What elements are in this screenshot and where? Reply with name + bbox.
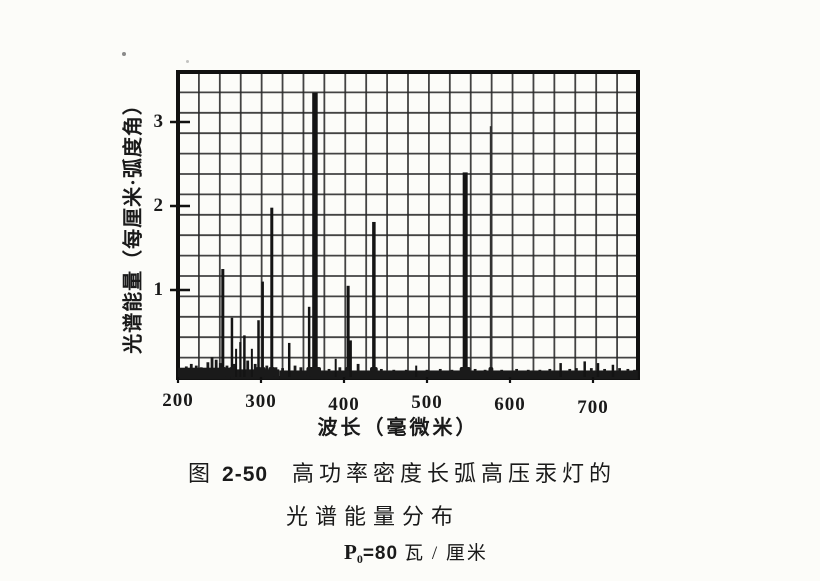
baseline-bump	[274, 367, 278, 377]
spectral-line-297nm	[257, 320, 260, 377]
baseline-bump	[626, 368, 630, 377]
x-axis-title: 波长（毫微米）	[317, 417, 479, 439]
figure-parameter-line: P0=80 瓦 / 厘米	[344, 538, 488, 567]
parameter-symbol: P	[344, 540, 357, 564]
baseline-bump	[438, 368, 442, 377]
baseline-bump	[338, 367, 342, 377]
y-axis-title: 光谱能量（每厘米·弧度角）	[122, 94, 145, 354]
spectral-line-577nm	[489, 126, 493, 377]
baseline-bump	[206, 362, 210, 377]
baseline-bump	[246, 360, 250, 377]
spectral-line-base-blob	[259, 367, 266, 377]
spectral-line-270nm	[235, 348, 238, 377]
baseline-bump	[253, 363, 257, 377]
y-tick-label-1: 1	[153, 279, 164, 300]
baseline-bump	[575, 368, 578, 377]
spectral-line-base-blob	[308, 367, 321, 377]
spectral-line-334nm	[287, 342, 291, 377]
spectral-line-313nm	[270, 207, 274, 377]
baseline-bump	[214, 359, 218, 377]
baseline-bump	[379, 368, 383, 377]
figure-label: 图	[188, 461, 211, 486]
spectral-line-265nm	[230, 317, 234, 377]
baseline-bump	[210, 357, 214, 377]
spectral-line-302nm	[261, 281, 264, 377]
baseline-bump	[299, 367, 303, 377]
scan-noise-speck	[186, 60, 189, 63]
x-tick-label-200: 200	[162, 390, 194, 411]
baseline-bump	[618, 368, 621, 377]
baseline-bump	[327, 368, 331, 377]
spectral-line-358nm	[307, 306, 311, 377]
parameter-subscript: 0	[356, 552, 363, 566]
spectrum-chart	[170, 70, 640, 383]
spectral-line-254nm	[221, 269, 225, 377]
x-tick-label-500: 500	[411, 392, 443, 413]
baseline-bump	[483, 369, 487, 377]
baseline-bump	[589, 368, 593, 377]
spectral-line-289nm	[250, 348, 253, 377]
baseline-bump	[225, 365, 229, 377]
y-tick-label-3: 3	[153, 111, 164, 132]
spectral-line-724nm	[611, 364, 615, 377]
parameter-value: =80	[362, 543, 399, 564]
spectral-line-706nm	[596, 363, 600, 377]
baseline-band	[279, 370, 638, 379]
scan-noise-speck	[122, 52, 126, 56]
spectral-line-487nm	[415, 365, 418, 377]
baseline-bump	[548, 368, 552, 377]
y-tick-label-2: 2	[153, 195, 164, 216]
baseline-bump	[515, 368, 519, 377]
spectral-line-405nm	[346, 285, 350, 377]
baseline-bump	[265, 365, 269, 377]
spectral-line-base-blob	[219, 367, 227, 377]
spectral-line-661nm	[559, 363, 562, 377]
spectral-line-408nm	[349, 340, 352, 377]
baseline-bump	[404, 369, 408, 377]
baseline-bump	[392, 369, 396, 377]
spectral-line-690nm	[583, 361, 586, 377]
spectral-line-436nm	[372, 221, 376, 377]
baseline-bump	[293, 365, 297, 377]
spectral-line-base-blob	[255, 367, 262, 377]
spectral-line-280nm	[243, 335, 246, 377]
x-tick-label-300: 300	[245, 391, 277, 412]
figure-caption-line1: 图 2-50 高功率密度长弧高压汞灯的	[188, 456, 616, 488]
baseline-bump	[199, 367, 203, 377]
baseline-bump	[500, 369, 504, 377]
baseline-bump	[526, 369, 530, 377]
spectral-line-base-blob	[370, 367, 378, 377]
spectral-line-546nm	[462, 172, 468, 377]
baseline-bump	[473, 368, 477, 377]
spectral-line-390nm	[334, 358, 337, 377]
figure-title-line2: 光谱能量分布	[286, 504, 461, 529]
baseline-bump	[450, 369, 454, 377]
baseline-bump	[568, 368, 572, 377]
baseline-bump	[538, 369, 542, 377]
spectral-line-365nm	[312, 92, 318, 377]
figure-title-line1: 高功率密度长弧高压汞灯的	[292, 461, 617, 486]
baseline-bump	[184, 366, 188, 377]
baseline-bump	[194, 365, 198, 377]
x-tick-label-400: 400	[328, 394, 360, 415]
figure-number: 2-50	[222, 463, 269, 486]
spectral-line-base-blob	[459, 367, 471, 377]
baseline-bump	[425, 369, 429, 377]
baseline-bump	[633, 369, 636, 377]
spectral-line-base-blob	[268, 367, 276, 377]
spectral-line-base-blob	[488, 367, 494, 377]
baseline-band	[178, 367, 231, 379]
x-tick-label-600: 600	[494, 394, 526, 415]
parameter-unit: 瓦 / 厘米	[404, 543, 488, 564]
spectral-line-base-blob	[229, 367, 235, 377]
spectral-line-275nm	[239, 342, 242, 377]
baseline-bump	[281, 368, 284, 377]
baseline-bump	[189, 363, 193, 377]
baseline-bump	[356, 363, 360, 377]
x-tick-label-700: 700	[577, 397, 609, 418]
baseline-bump	[603, 368, 607, 377]
